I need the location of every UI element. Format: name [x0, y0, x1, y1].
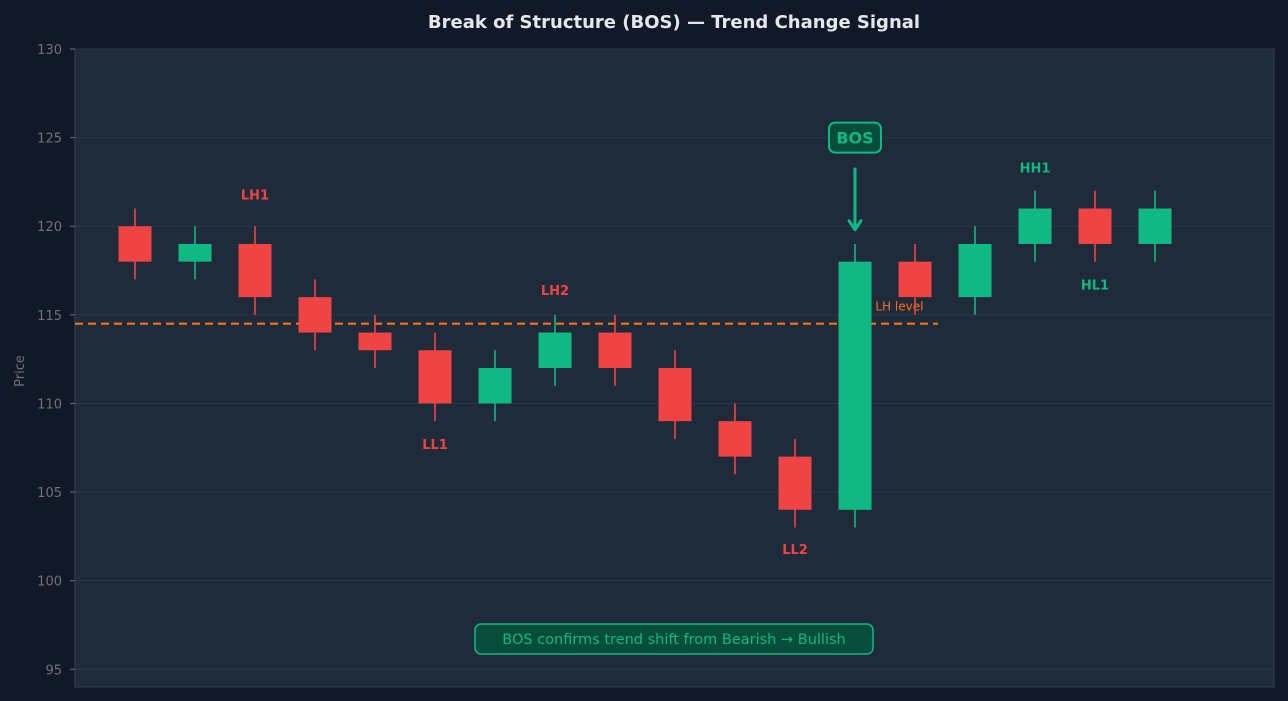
y-tick-label: 95	[45, 663, 62, 678]
bos-arrow-head	[847, 219, 863, 232]
candle-body	[418, 350, 452, 404]
y-tick-label: 120	[37, 220, 62, 235]
swing-label: LH2	[541, 284, 569, 299]
y-axis-label: Price	[13, 355, 28, 387]
candle-body	[538, 332, 572, 368]
candle-body	[958, 243, 992, 298]
candle-body	[118, 226, 152, 262]
candle-body	[778, 456, 812, 510]
candle-body	[1018, 208, 1052, 244]
swing-label: HL1	[1081, 279, 1109, 294]
y-tick-label: 100	[37, 575, 62, 590]
bos-label: BOS	[836, 129, 873, 148]
swing-label: LH1	[241, 188, 269, 203]
candle	[478, 350, 512, 422]
candle	[1138, 190, 1172, 262]
candle	[418, 332, 452, 422]
candle-body	[598, 332, 632, 368]
candle	[838, 243, 872, 528]
candle-body	[478, 368, 512, 404]
y-tick-label: 125	[37, 132, 62, 147]
note-box-frame	[474, 623, 874, 655]
candle-body	[1138, 208, 1172, 244]
candle-body	[838, 261, 872, 510]
candle-body	[718, 421, 752, 457]
grid-lines	[75, 48, 1274, 670]
y-tick-label: 115	[37, 309, 62, 324]
note-box: BOS confirms trend shift from Bearish → …	[474, 623, 874, 655]
swing-label: HH1	[1020, 162, 1051, 177]
candle	[178, 226, 212, 280]
candle-body	[658, 368, 692, 422]
y-tick-label: 130	[37, 43, 62, 58]
swing-label: LL1	[422, 438, 448, 453]
candle	[358, 314, 392, 368]
swing-label: LL2	[782, 543, 808, 558]
candle	[118, 208, 152, 280]
candle	[238, 226, 272, 315]
candle	[958, 226, 992, 315]
candles	[118, 190, 1172, 528]
candle	[898, 243, 932, 315]
candle-body	[1078, 208, 1112, 244]
candle	[538, 314, 572, 386]
annotations: LH1 LL1 LH2 LL2 HH1 HL1	[241, 162, 1109, 558]
bos-badge	[828, 121, 882, 154]
y-tick-label: 110	[37, 397, 62, 412]
candle	[298, 279, 332, 351]
candle-body	[178, 243, 212, 262]
candle	[718, 403, 752, 475]
candle	[598, 314, 632, 386]
candle	[1018, 190, 1052, 262]
bos-marker: BOS	[828, 121, 882, 232]
candle	[778, 438, 812, 528]
y-tick-label: 105	[37, 486, 62, 501]
note-text: BOS confirms trend shift from Bearish → …	[502, 632, 845, 648]
candle	[658, 350, 692, 439]
candle-body	[898, 261, 932, 298]
candle	[1078, 190, 1112, 262]
candle-body	[238, 243, 272, 298]
candle-body	[358, 332, 392, 351]
chart-title: Break of Structure (BOS) — Trend Change …	[428, 12, 920, 33]
candle-body	[298, 297, 332, 333]
y-axis: 95 100 105 110 115 120 125 130	[37, 43, 75, 678]
